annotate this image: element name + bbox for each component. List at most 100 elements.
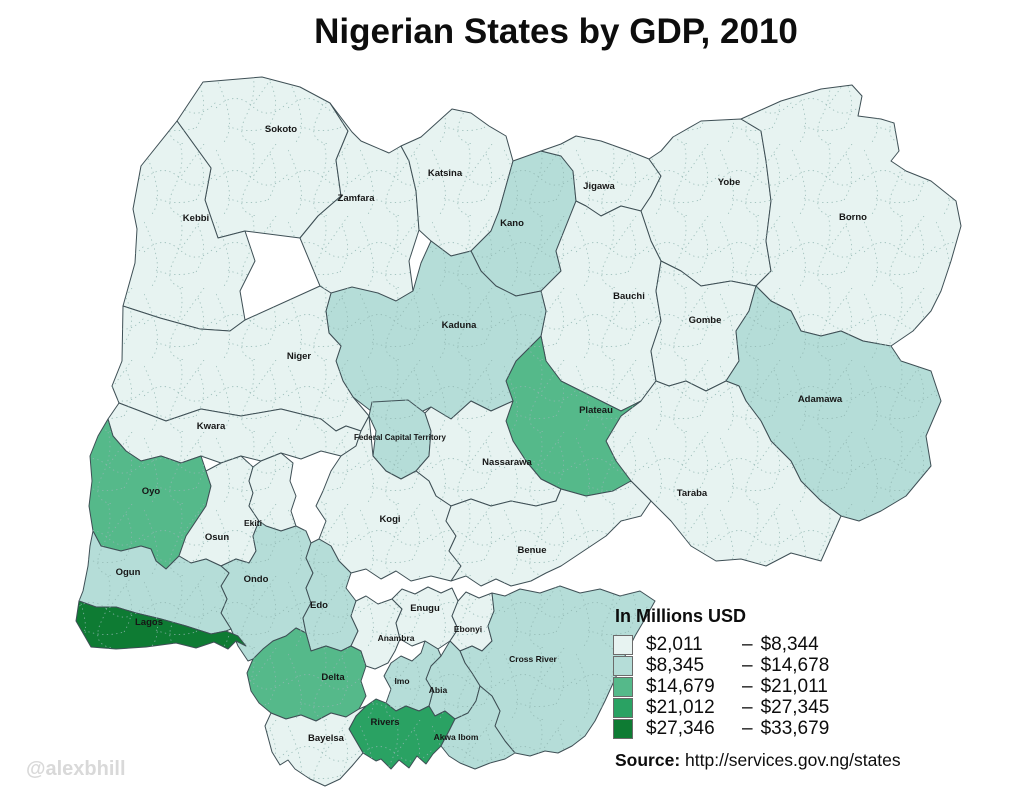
legend-range-high: $21,011 bbox=[760, 675, 828, 697]
state-label-borno: Borno bbox=[839, 212, 867, 223]
legend-range-dash: – bbox=[742, 696, 753, 718]
lga-texture bbox=[349, 699, 455, 769]
lga-texture bbox=[249, 453, 296, 531]
lga-texture bbox=[326, 241, 546, 419]
state-label-adamawa: Adamawa bbox=[798, 394, 843, 405]
state-label-kebbi: Kebbi bbox=[183, 213, 209, 224]
state-label-benue: Benue bbox=[517, 545, 546, 556]
lga-texture bbox=[303, 539, 358, 651]
legend-swatch-5 bbox=[613, 718, 633, 739]
state-label-ondo: Ondo bbox=[244, 574, 269, 585]
state-label-ekiti: Ekiti bbox=[244, 518, 262, 528]
state-label-kaduna: Kaduna bbox=[442, 320, 478, 331]
lga-texture bbox=[351, 596, 402, 669]
legend-range-high: $14,678 bbox=[760, 654, 830, 676]
state-label-edo: Edo bbox=[310, 600, 328, 611]
lga-texture bbox=[471, 151, 576, 296]
lga-texture bbox=[300, 103, 419, 301]
legend-swatch-3 bbox=[613, 676, 633, 697]
state-label-ogun: Ogun bbox=[116, 567, 141, 578]
state-label-akwa_ibom: Akwa Ibom bbox=[434, 732, 479, 742]
legend-range-dash: – bbox=[742, 654, 753, 676]
lga-texture bbox=[641, 119, 771, 286]
lga-texture bbox=[606, 381, 841, 566]
page-title: Nigerian States by GDP, 2010 bbox=[314, 12, 798, 51]
state-label-oyo: Oyo bbox=[142, 486, 161, 497]
legend-swatch-2 bbox=[613, 655, 633, 676]
lga-texture bbox=[89, 419, 211, 569]
lga-texture bbox=[221, 521, 313, 661]
legend-row-2: $8,345 – $14,678 bbox=[613, 655, 1013, 676]
state-label-anambra: Anambra bbox=[378, 633, 415, 643]
source-label: Source: bbox=[615, 750, 681, 770]
legend-rows: $2,011– $8,344 $8,345– $14,678 $14,679– $21,0… bbox=[613, 634, 1013, 739]
legend-range-high: $8,344 bbox=[760, 633, 819, 655]
lga-texture bbox=[450, 592, 494, 651]
lga-texture bbox=[76, 601, 246, 649]
legend-swatch-1 bbox=[613, 634, 633, 655]
source-url: http://services.gov.ng/states bbox=[685, 750, 901, 770]
state-label-enugu: Enugu bbox=[410, 603, 440, 614]
lga-texture bbox=[108, 403, 361, 463]
lga-texture bbox=[446, 481, 651, 586]
state-label-delta: Delta bbox=[321, 672, 345, 683]
state-label-bayelsa: Bayelsa bbox=[308, 733, 345, 744]
legend-range-low: $21,012 bbox=[646, 696, 715, 718]
state-label-kwara: Kwara bbox=[197, 421, 226, 432]
lga-texture bbox=[401, 109, 513, 256]
legend-range-low: $14,679 bbox=[646, 675, 715, 697]
lga-texture bbox=[426, 641, 480, 719]
lga-texture bbox=[460, 586, 655, 756]
state-label-plateau: Plateau bbox=[579, 405, 613, 416]
watermark: @alexbhill bbox=[26, 758, 126, 780]
state-label-lagos: Lagos bbox=[135, 617, 163, 628]
state-label-sokoto: Sokoto bbox=[265, 124, 297, 135]
lga-texture bbox=[392, 587, 458, 649]
state-label-kano: Kano bbox=[500, 218, 524, 229]
state-label-abia: Abia bbox=[429, 685, 448, 695]
state-labels: Sokoto Kebbi Zamfara Katsina Kano Jigawa Yobe B… bbox=[116, 124, 868, 744]
lga-texture bbox=[179, 456, 259, 566]
state-label-gombe: Gombe bbox=[689, 315, 722, 326]
legend-range-high: $27,345 bbox=[760, 696, 830, 718]
state-label-taraba: Taraba bbox=[677, 488, 708, 499]
state-label-cross_river: Cross River bbox=[509, 654, 557, 664]
lga-texture bbox=[384, 641, 441, 711]
lga-texture bbox=[741, 85, 961, 346]
legend-range-low: $27,346 bbox=[646, 717, 715, 739]
lga-texture bbox=[79, 531, 231, 634]
lga-texture bbox=[541, 136, 661, 216]
state-label-nassarawa: Nassarawa bbox=[482, 457, 532, 468]
lga-texture bbox=[369, 400, 431, 479]
lga-texture bbox=[541, 201, 661, 411]
legend-row-4: $21,012 – $27,345 bbox=[613, 697, 1013, 718]
state-label-bauchi: Bauchi bbox=[613, 291, 645, 302]
lga-texture bbox=[177, 77, 348, 238]
lga-texture bbox=[123, 121, 255, 331]
lga-texture bbox=[316, 416, 461, 581]
legend-swatch-4 bbox=[613, 697, 633, 718]
lga-dotted-texture bbox=[76, 77, 961, 786]
state-label-kogi: Kogi bbox=[379, 514, 400, 525]
state-label-zamfara: Zamfara bbox=[338, 193, 376, 204]
legend-range-low: $2,011 bbox=[646, 633, 703, 655]
lga-texture bbox=[506, 336, 641, 496]
legend: In Millions USD $2,011– $8,344 $8,345– $14,… bbox=[613, 606, 1013, 771]
lga-texture bbox=[416, 401, 561, 506]
legend-row-5: $27,346 – $33,679 bbox=[613, 718, 1013, 739]
legend-range-dash: – bbox=[742, 633, 753, 655]
state-label-rivers: Rivers bbox=[370, 717, 399, 728]
legend-row-3: $14,679 – $21,011 bbox=[613, 676, 1013, 697]
legend-title: In Millions USD bbox=[615, 606, 747, 626]
legend-range-low: $8,345 bbox=[646, 654, 705, 676]
lga-texture bbox=[651, 261, 756, 391]
lga-texture bbox=[441, 686, 515, 769]
state-label-niger: Niger bbox=[287, 351, 312, 362]
state-label-yobe: Yobe bbox=[718, 177, 741, 188]
state-label-imo: Imo bbox=[394, 676, 409, 686]
state-label-katsina: Katsina bbox=[428, 168, 463, 179]
lga-texture bbox=[247, 628, 366, 721]
state-label-fct: Federal Capital Territory bbox=[354, 433, 446, 442]
legend-range-dash: – bbox=[742, 717, 753, 739]
